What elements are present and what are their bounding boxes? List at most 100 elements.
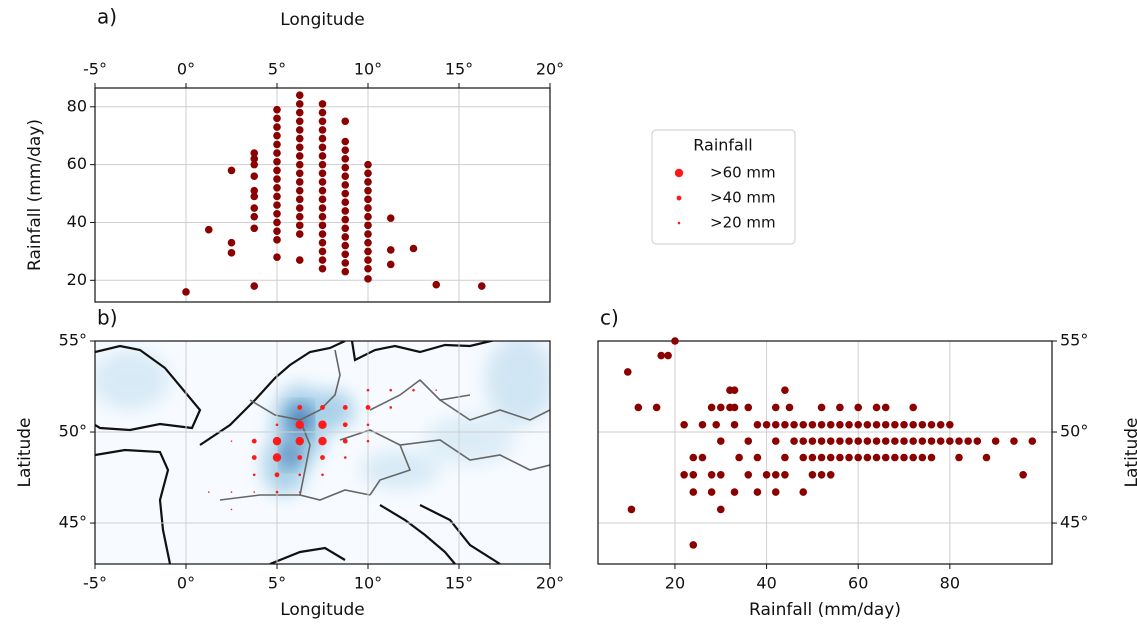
point: [432, 280, 441, 289]
point: [341, 172, 350, 181]
y-tick-label: 55°: [1060, 331, 1088, 350]
rain-point: [366, 388, 370, 392]
point: [295, 143, 304, 152]
point: [364, 275, 372, 283]
point: [680, 420, 688, 429]
point: [817, 403, 826, 412]
y-tick-label: 40: [67, 212, 87, 231]
point: [250, 160, 259, 169]
point: [936, 437, 945, 445]
point: [341, 163, 350, 172]
point: [716, 437, 725, 445]
point: [341, 224, 350, 233]
point: [799, 420, 808, 429]
point: [689, 488, 698, 496]
point: [817, 420, 826, 429]
point: [364, 178, 372, 186]
point: [730, 420, 739, 429]
point: [836, 403, 844, 412]
x-axis-title: Rainfall (mm/day): [749, 600, 901, 620]
point: [918, 437, 927, 445]
point: [273, 157, 281, 166]
point: [273, 218, 281, 227]
point: [318, 117, 327, 126]
point: [295, 221, 304, 230]
point: [318, 186, 327, 195]
point: [273, 114, 281, 123]
point: [341, 198, 350, 207]
axes-frame: [94, 87, 551, 303]
point: [808, 471, 817, 479]
point: [689, 453, 698, 462]
point: [364, 221, 372, 230]
y-tick-label: 50°: [59, 422, 87, 441]
x-tick-label: 15°: [445, 60, 473, 79]
point: [182, 288, 190, 296]
point: [781, 471, 789, 479]
point: [295, 100, 304, 108]
point: [881, 420, 890, 429]
point: [227, 166, 236, 175]
point: [716, 471, 725, 479]
point: [204, 225, 213, 234]
point: [295, 134, 304, 143]
point: [318, 160, 327, 169]
point: [836, 420, 844, 429]
point: [295, 126, 304, 134]
point: [295, 230, 304, 238]
point: [881, 437, 890, 445]
point: [250, 282, 259, 290]
point: [712, 420, 720, 429]
point: [273, 166, 281, 175]
rain-point: [230, 508, 233, 511]
point: [781, 453, 789, 462]
point: [273, 183, 281, 192]
point: [799, 437, 808, 445]
legend-marker: [677, 221, 681, 225]
point: [826, 471, 835, 479]
point: [273, 227, 281, 235]
y-tick-label: 20: [67, 270, 87, 289]
point: [817, 471, 826, 479]
point: [716, 505, 725, 514]
panel-label: c): [600, 306, 619, 330]
rain-point: [389, 388, 393, 392]
point: [863, 453, 872, 462]
point: [364, 256, 372, 264]
y-tick-label: 45°: [59, 513, 87, 532]
rain-point: [251, 438, 257, 444]
y-axis-title: Rainfall (mm/day): [25, 119, 45, 271]
point: [295, 152, 304, 160]
y-tick-label: 50°: [1060, 422, 1088, 441]
point: [891, 437, 899, 445]
point: [273, 149, 281, 157]
point: [707, 471, 716, 479]
point: [900, 453, 908, 462]
point: [664, 351, 672, 360]
point: [341, 267, 350, 276]
point: [295, 108, 304, 117]
point: [872, 437, 881, 445]
panel-label: b): [97, 306, 118, 330]
rain-point: [272, 453, 282, 462]
point: [730, 403, 739, 412]
point: [364, 264, 372, 273]
y-tick-label: 55°: [59, 331, 87, 350]
point: [318, 238, 327, 247]
point: [652, 403, 661, 412]
point: [817, 453, 826, 462]
point: [250, 149, 259, 157]
point: [386, 260, 395, 269]
point: [386, 214, 395, 222]
point: [341, 155, 350, 163]
point: [657, 351, 666, 360]
point: [1019, 471, 1027, 479]
point: [318, 230, 327, 238]
point: [927, 453, 936, 462]
point: [273, 105, 281, 114]
point: [826, 453, 835, 462]
point: [698, 420, 707, 429]
rain-point: [207, 491, 210, 493]
rain-point: [389, 406, 393, 409]
x-tick-label: 5°: [268, 574, 286, 593]
